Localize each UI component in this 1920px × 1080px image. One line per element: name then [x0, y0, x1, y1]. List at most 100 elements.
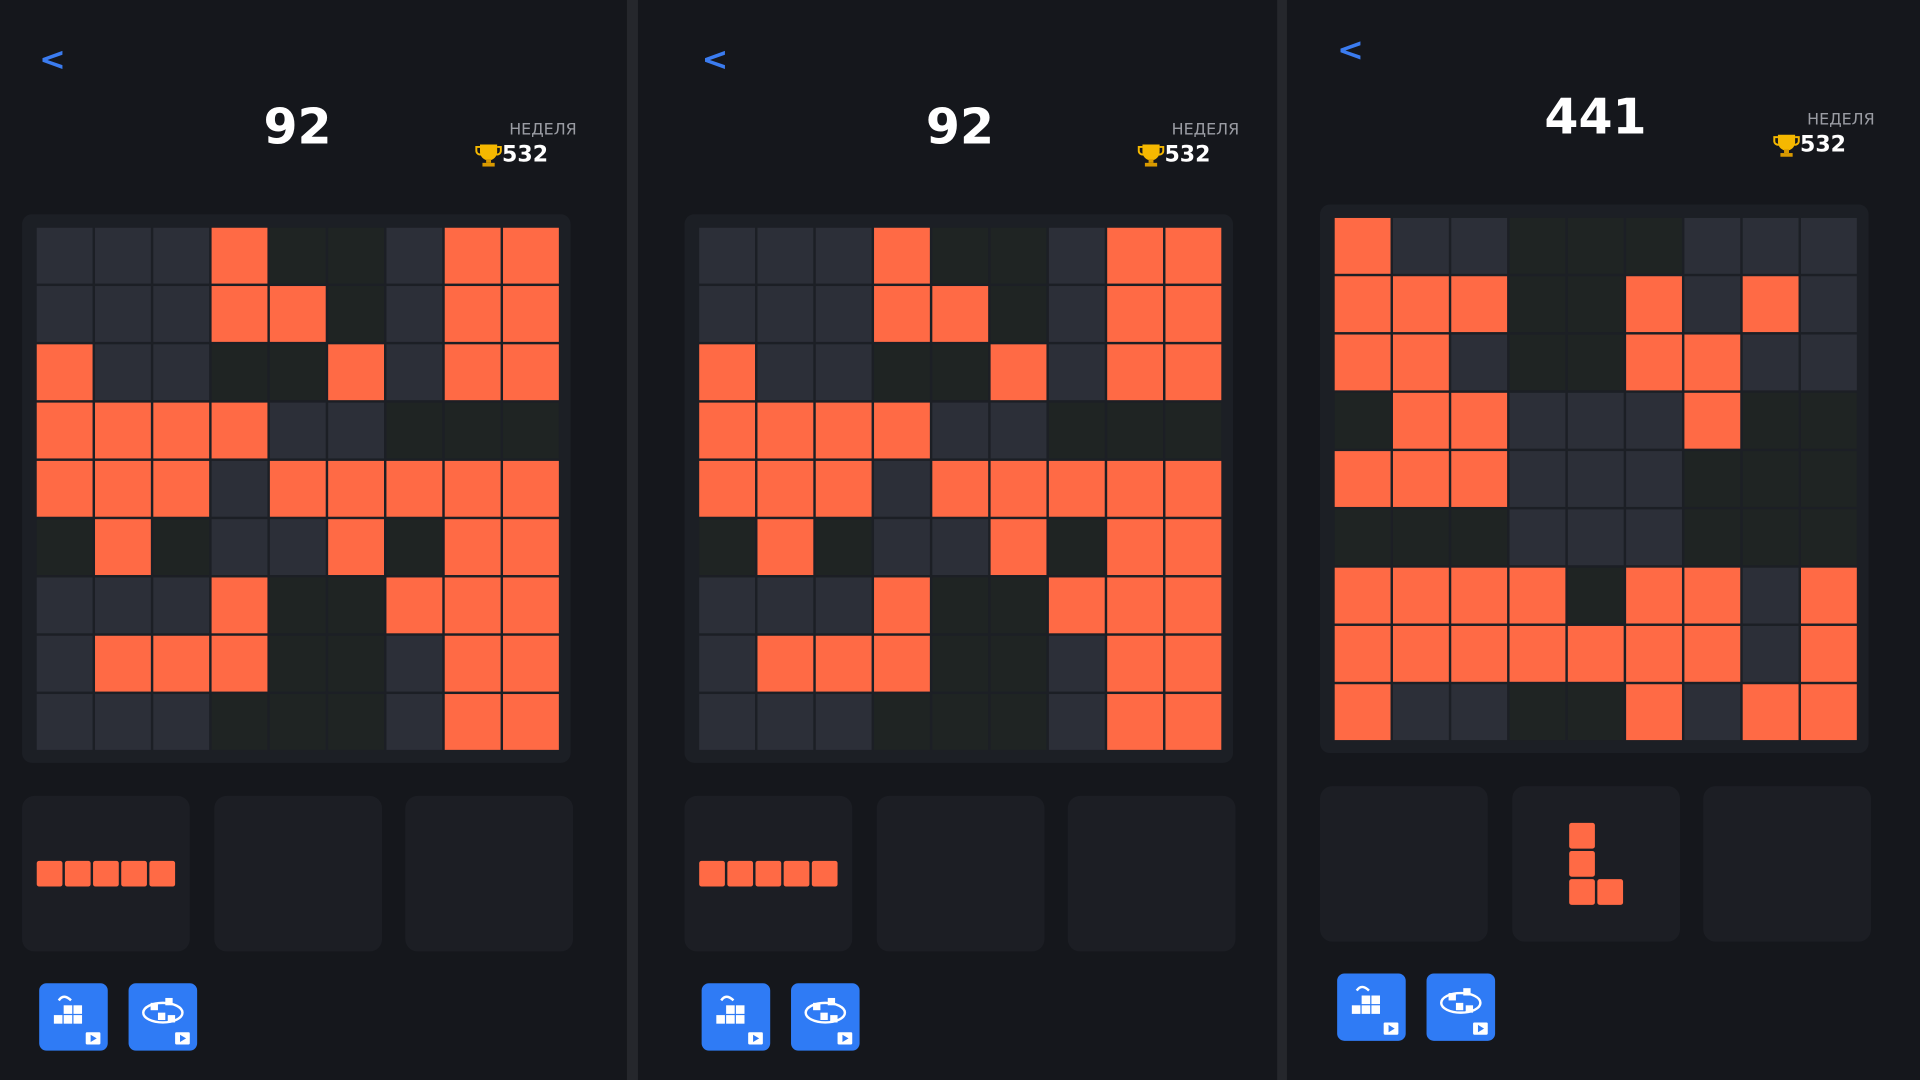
- board-cell: [757, 635, 814, 692]
- trophy-icon: [1773, 134, 1800, 157]
- board-cell: [211, 519, 268, 576]
- board-cell: [757, 577, 814, 634]
- trophy-base: [1784, 149, 1789, 154]
- board-cell: [1165, 227, 1222, 284]
- piece-cell: [755, 860, 782, 887]
- video-play: [180, 1034, 187, 1043]
- icon-block: [827, 997, 836, 1006]
- piece-tray[interactable]: [1067, 795, 1236, 952]
- piece-tray[interactable]: [876, 795, 1045, 952]
- board-cell: [1334, 567, 1391, 624]
- undo-button[interactable]: [701, 983, 771, 1051]
- icon-block: [150, 1002, 158, 1011]
- board-cell: [1509, 276, 1566, 333]
- board-cell: [1626, 334, 1682, 391]
- board-cell: [990, 460, 1047, 517]
- board-cell: [1334, 334, 1391, 391]
- board-cell: [815, 286, 872, 342]
- board-cell: [932, 635, 989, 692]
- board-cell: [328, 286, 384, 342]
- separator: [626, 0, 638, 1080]
- piece-tray[interactable]: [1703, 786, 1872, 942]
- board-cell: [1509, 684, 1566, 741]
- board-cell: [1684, 451, 1741, 507]
- board-cell: [932, 227, 989, 284]
- best-score: 532: [1164, 143, 1210, 168]
- video-play: [842, 1034, 849, 1043]
- icon-block: [1371, 1005, 1380, 1014]
- board-cell: [699, 344, 756, 401]
- board-cell: [386, 286, 443, 342]
- board-cell: [386, 635, 443, 692]
- board-cell: [1392, 392, 1449, 449]
- undo-button[interactable]: [1337, 973, 1406, 1041]
- board-cell: [1392, 334, 1449, 391]
- board-cell: [1048, 519, 1105, 576]
- board-cell: [211, 577, 268, 634]
- board-cell: [1334, 217, 1391, 274]
- board-cell: [1800, 684, 1857, 741]
- board-cell: [1684, 392, 1741, 449]
- board-cell: [444, 227, 501, 284]
- board-cell: [1509, 392, 1566, 449]
- board-cell: [699, 519, 756, 576]
- board-cell: [211, 402, 268, 459]
- board-cell: [874, 402, 930, 459]
- best-score: 532: [502, 143, 548, 168]
- board-cell: [1048, 286, 1105, 342]
- piece-tray[interactable]: [214, 795, 383, 952]
- board-cell: [269, 227, 326, 284]
- board-cell: [874, 286, 930, 342]
- board-cell: [386, 519, 443, 576]
- board-cell: [1048, 577, 1105, 634]
- piece-cell: [1569, 851, 1595, 877]
- board-cell: [36, 460, 93, 517]
- board-cell: [990, 344, 1047, 401]
- undo-button[interactable]: [39, 983, 108, 1051]
- piece-tray[interactable]: [1512, 786, 1680, 942]
- separator: [1277, 0, 1287, 1080]
- board-cell: [269, 519, 326, 576]
- board-cell: [1451, 334, 1508, 391]
- piece-cell: [783, 860, 810, 887]
- board-cell: [95, 402, 151, 459]
- board-cell: [874, 227, 930, 284]
- board-cell: [990, 286, 1047, 342]
- board-cell: [874, 460, 930, 517]
- back-button[interactable]: <: [702, 40, 729, 78]
- shuffle-button[interactable]: [791, 983, 860, 1051]
- board-cell: [757, 519, 814, 576]
- shuffle-button[interactable]: [128, 983, 198, 1051]
- piece-tray[interactable]: [405, 795, 574, 952]
- board-cell: [153, 227, 210, 284]
- icon-block: [1361, 995, 1371, 1005]
- icon-block: [1371, 995, 1380, 1005]
- shuffle-button[interactable]: [1426, 973, 1496, 1041]
- piece-tray[interactable]: [1320, 786, 1488, 942]
- piece-cell: [699, 860, 725, 887]
- board-cell: [874, 344, 930, 401]
- board-cell: [95, 635, 151, 692]
- piece-cell: [64, 860, 91, 887]
- board-cell: [874, 519, 930, 576]
- board-cell: [444, 286, 501, 342]
- board-cell: [932, 519, 989, 576]
- board-cell: [328, 402, 384, 459]
- back-button[interactable]: <: [1337, 30, 1364, 68]
- board-cell: [815, 635, 872, 692]
- board-cell: [328, 227, 384, 284]
- score: 441: [1544, 88, 1646, 145]
- period-label: НЕДЕЛЯ: [509, 119, 577, 138]
- board-cell: [1048, 694, 1105, 750]
- board-cell: [95, 460, 151, 517]
- back-button[interactable]: <: [39, 40, 66, 78]
- board-cell: [1509, 217, 1566, 274]
- board-cell: [1392, 217, 1449, 274]
- board-cell: [1742, 217, 1799, 274]
- board-cell: [36, 635, 93, 692]
- video-play: [1477, 1024, 1485, 1033]
- board-cell: [1334, 509, 1391, 566]
- board-cell: [1684, 217, 1741, 274]
- board-cell: [932, 577, 989, 634]
